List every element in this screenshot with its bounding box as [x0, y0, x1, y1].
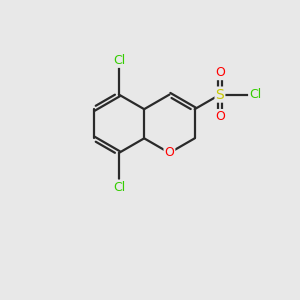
Text: Cl: Cl	[113, 181, 125, 194]
Text: O: O	[215, 66, 225, 79]
Text: O: O	[215, 110, 225, 123]
Text: O: O	[164, 146, 174, 159]
Text: Cl: Cl	[249, 88, 261, 101]
Text: S: S	[216, 88, 224, 102]
Text: Cl: Cl	[113, 54, 125, 67]
